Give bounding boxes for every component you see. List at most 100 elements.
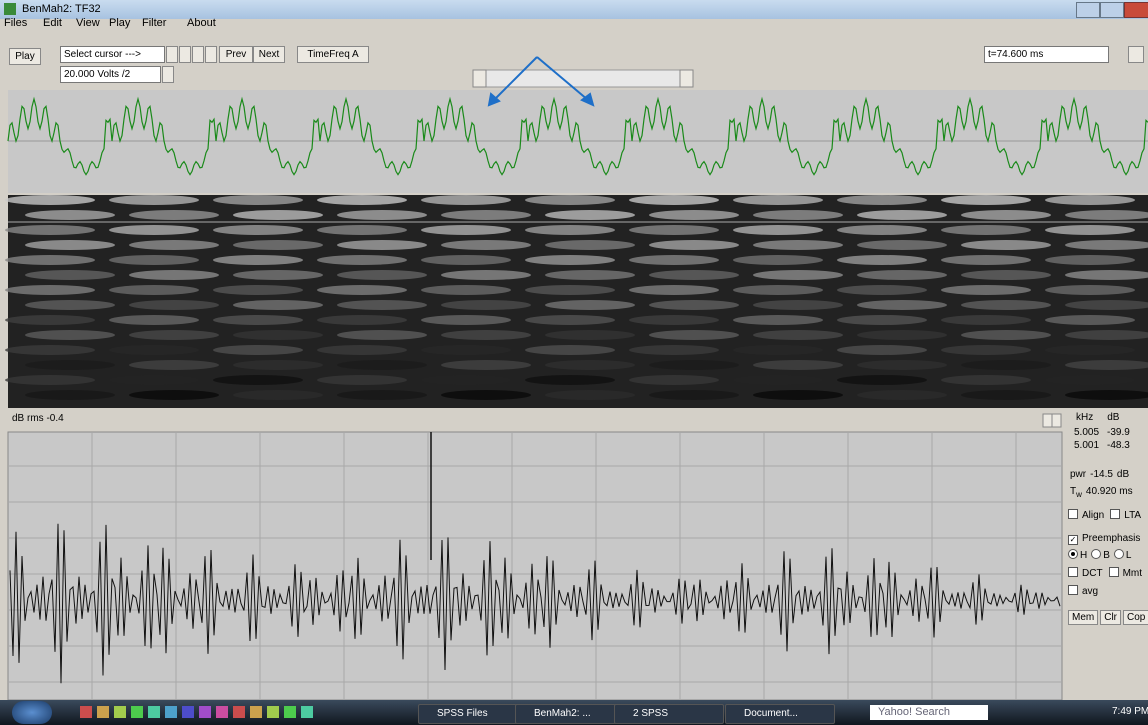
spectral-blob [837, 255, 927, 265]
spectral-blob [961, 360, 1051, 370]
quick-launch-icon[interactable] [216, 706, 228, 718]
spectral-blob [733, 375, 823, 385]
spectral-blob [421, 285, 511, 295]
panel-button[interactable]: Mem [1068, 610, 1098, 625]
quick-launch-icon[interactable] [233, 706, 245, 718]
spectral-blob [961, 240, 1051, 250]
spectral-blob [441, 210, 531, 220]
panel-button[interactable]: Clr [1100, 610, 1121, 625]
spectral-blob [129, 210, 219, 220]
spectral-blob [961, 330, 1051, 340]
checkbox-label: LTA [1124, 510, 1141, 521]
quick-launch-icon[interactable] [250, 706, 262, 718]
quick-launch-icon[interactable] [182, 706, 194, 718]
quick-launch-icon[interactable] [199, 706, 211, 718]
start-button[interactable] [12, 701, 52, 724]
spectral-blob [109, 225, 199, 235]
quick-launch-icon[interactable] [80, 706, 92, 718]
spectral-blob [317, 255, 407, 265]
spectral-blob [213, 225, 303, 235]
spectral-blob [129, 360, 219, 370]
scroll-left[interactable] [1043, 414, 1052, 427]
radio[interactable]: H [1068, 550, 1087, 561]
spectral-blob [733, 315, 823, 325]
quick-launch-icon[interactable] [165, 706, 177, 718]
spectral-blob [941, 225, 1031, 235]
checkbox[interactable]: DCT [1068, 568, 1103, 579]
panel-row: kHzdB [1076, 412, 1119, 423]
spectral-blob [441, 360, 531, 370]
spectral-blob [25, 240, 115, 250]
spectral-blob [317, 195, 407, 205]
spectral-blob [317, 225, 407, 235]
spectral-blob [441, 390, 531, 400]
spectral-blob [109, 375, 199, 385]
quick-launch-icon[interactable] [284, 706, 296, 718]
checkbox[interactable]: Mmt [1109, 568, 1142, 579]
app-window: BenMah2: TF32 FilesEditViewPlayFilterAbo… [0, 0, 1148, 725]
quick-launch-icon[interactable] [131, 706, 143, 718]
quick-launch-icon[interactable] [97, 706, 109, 718]
radio[interactable]: B [1091, 550, 1110, 561]
spectral-blob [733, 195, 823, 205]
spectral-blob [545, 210, 635, 220]
spectral-blob [421, 345, 511, 355]
spectral-blob [213, 285, 303, 295]
panel-button[interactable]: Cop [1123, 610, 1148, 625]
checkbox[interactable]: LTA [1110, 510, 1141, 521]
pwr-value: -14.5 [1090, 469, 1113, 480]
spectral-blob [441, 270, 531, 280]
search-box[interactable]: Yahoo! Search [870, 705, 988, 720]
spectral-blob [753, 390, 843, 400]
spectral-blob [25, 330, 115, 340]
checkbox[interactable]: Align [1068, 510, 1104, 521]
spectral-blob [317, 315, 407, 325]
spectral-blob [525, 345, 615, 355]
spectral-blob [857, 300, 947, 310]
spectral-blob [629, 195, 719, 205]
spectral-blob [129, 270, 219, 280]
taskbar-item[interactable]: 2 SPSS [614, 704, 724, 724]
freq-value: 5.001 [1074, 440, 1099, 451]
checkbox-label: Mmt [1123, 568, 1142, 579]
scroll-left[interactable] [473, 70, 486, 87]
taskbar-item[interactable]: BenMah2: ... [515, 704, 617, 724]
spectral-blob [941, 315, 1031, 325]
spectral-blob [421, 255, 511, 265]
db-value: -39.9 [1107, 427, 1130, 438]
spectral-blob [753, 210, 843, 220]
quick-launch-icon[interactable] [148, 706, 160, 718]
spectral-blob [941, 375, 1031, 385]
checkbox-label: Preemphasis [1082, 533, 1140, 544]
freq-value: 5.005 [1074, 427, 1099, 438]
waveform-label: dB rms -0.4 [12, 413, 64, 424]
spectral-blob [337, 270, 427, 280]
spectral-blob [233, 210, 323, 220]
spectral-blob [1045, 255, 1135, 265]
quick-launch-icon[interactable] [267, 706, 279, 718]
quick-launch-icon[interactable] [301, 706, 313, 718]
radio-dot [1091, 549, 1101, 559]
spectral-blob [857, 270, 947, 280]
spectral-blob [109, 195, 199, 205]
spectral-blob [961, 270, 1051, 280]
spectral-blob [109, 255, 199, 265]
checkbox[interactable]: ✓Preemphasis [1068, 533, 1140, 544]
taskbar-item[interactable]: SPSS Files [418, 704, 528, 724]
checkbox[interactable]: avg [1068, 586, 1098, 597]
spectral-blob [441, 330, 531, 340]
panel-row: pwr-14.5dB [1070, 469, 1129, 480]
scroll-right[interactable] [1052, 414, 1061, 427]
scrollbar[interactable] [473, 70, 693, 87]
spectral-blob [1045, 195, 1135, 205]
quick-launch-icon[interactable] [114, 706, 126, 718]
scroll-right[interactable] [680, 70, 693, 87]
taskbar-item[interactable]: Document... [725, 704, 835, 724]
spectral-blob [5, 285, 95, 295]
radio[interactable]: L [1114, 550, 1132, 561]
spectral-blob [421, 195, 511, 205]
spectral-blob [649, 270, 739, 280]
spectral-blob [5, 375, 95, 385]
panel-row: HBL [1068, 549, 1135, 561]
spectral-blob [857, 330, 947, 340]
